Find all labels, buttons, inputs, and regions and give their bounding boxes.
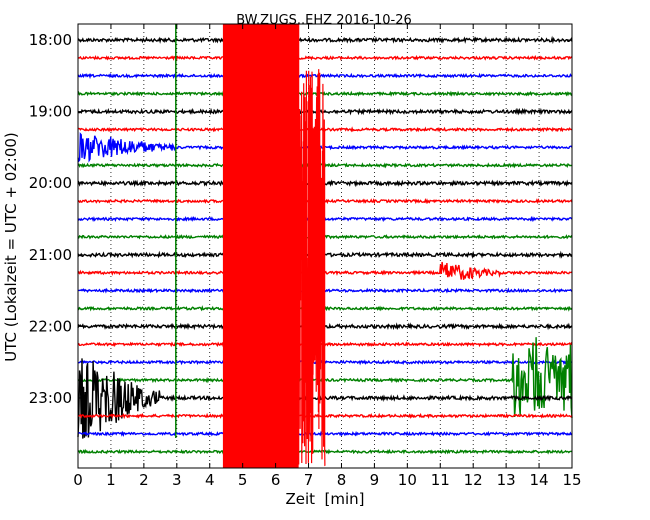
y-tick-label: 20:00 (29, 174, 72, 192)
x-tick-label: 14 (530, 471, 549, 489)
y-tick-label: 21:00 (29, 246, 72, 264)
seismic-trace (77, 72, 573, 80)
x-tick-label: 9 (370, 471, 380, 489)
y-axis-ticks: 18:00 19:00 20:00 21:00 22:00 23:00 (29, 31, 572, 407)
seismic-trace (77, 35, 573, 45)
x-tick-label: 12 (464, 471, 483, 489)
saturated-event-block (222, 23, 326, 468)
red-block-main (222, 24, 299, 468)
y-tick-label: 19:00 (29, 103, 72, 121)
x-axis-ticks: 0 1 2 3 4 5 6 7 8 9 10 11 12 13 14 15 (73, 24, 582, 489)
y-axis-label: UTC (Lokalzeit = UTC + 02:00) (2, 132, 20, 362)
seismic-trace (77, 107, 573, 116)
plot-frame (77, 23, 573, 469)
x-tick-label: 15 (562, 471, 581, 489)
x-tick-label: 3 (172, 471, 182, 489)
y-tick-label: 22:00 (29, 317, 72, 335)
x-tick-label: 1 (106, 471, 116, 489)
x-tick-label: 11 (431, 471, 450, 489)
y-tick-label: 23:00 (29, 389, 72, 407)
x-tick-label: 7 (304, 471, 314, 489)
x-tick-label: 6 (271, 471, 281, 489)
x-tick-label: 2 (139, 471, 149, 489)
x-tick-label: 8 (337, 471, 347, 489)
x-tick-label: 0 (73, 471, 83, 489)
seismic-trace (77, 90, 573, 97)
y-tick-label: 18:00 (29, 31, 72, 49)
red-block-tail (298, 23, 326, 467)
x-tick-label: 5 (238, 471, 248, 489)
x-tick-label: 13 (497, 471, 516, 489)
x-tick-label: 10 (398, 471, 417, 489)
x-tick-label: 4 (205, 471, 215, 489)
x-axis-label: Zeit [min] (285, 490, 364, 508)
seismic-trace (77, 54, 573, 61)
